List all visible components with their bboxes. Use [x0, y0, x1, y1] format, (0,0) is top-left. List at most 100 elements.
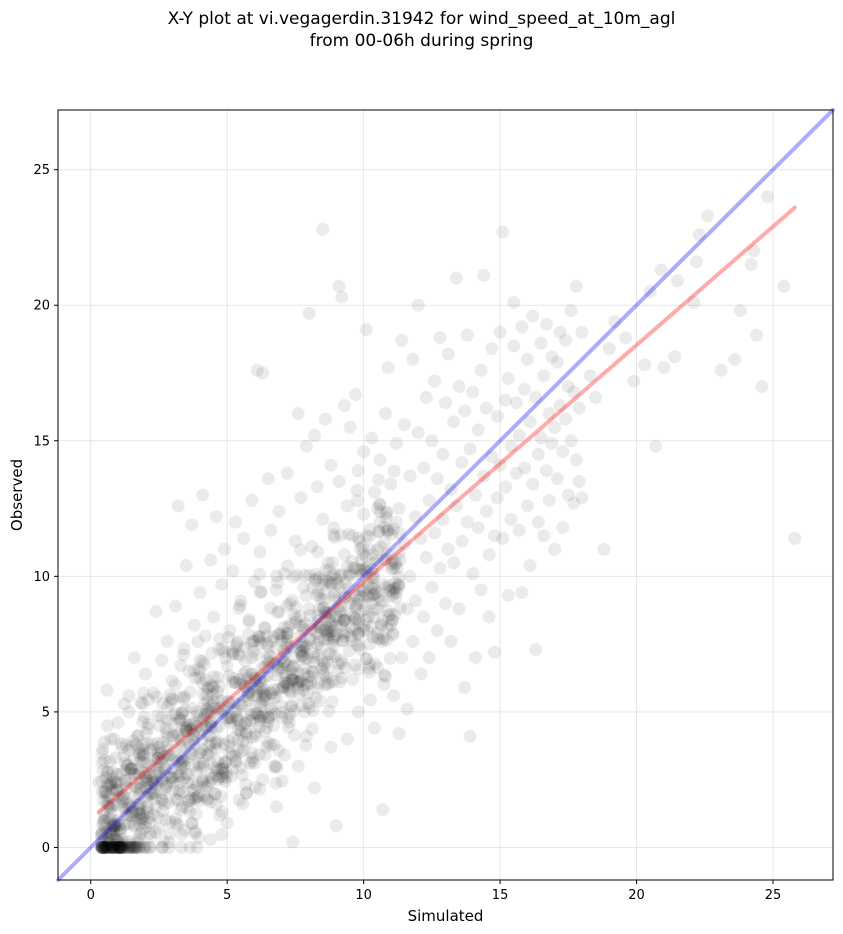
- scatter-point: [690, 255, 704, 269]
- scatter-point: [112, 840, 126, 854]
- scatter-point: [211, 772, 225, 786]
- scatter-point: [243, 713, 257, 727]
- scatter-point: [250, 706, 264, 720]
- scatter-point: [361, 624, 375, 638]
- scatter-point: [449, 271, 463, 285]
- scatter-point: [157, 749, 171, 763]
- scatter-point: [295, 649, 309, 663]
- scatter-point: [355, 604, 369, 618]
- scatter-point: [231, 702, 245, 716]
- scatter-point: [321, 632, 335, 646]
- scatter-point: [261, 669, 275, 683]
- scatter-point: [261, 660, 275, 674]
- scatter-point: [113, 840, 127, 854]
- scatter-point: [360, 529, 374, 543]
- scatter-point: [208, 736, 222, 750]
- scatter-point: [368, 485, 382, 499]
- scatter-point: [460, 515, 474, 529]
- scatter-point: [190, 765, 204, 779]
- scatter-point: [263, 650, 277, 664]
- scatter-point: [119, 737, 133, 751]
- scatter-point: [328, 567, 342, 581]
- scatter-point: [220, 659, 234, 673]
- scatter-point: [447, 556, 461, 570]
- scatter-point: [106, 798, 120, 812]
- scatter-point: [204, 715, 218, 729]
- scatter-point: [174, 658, 188, 672]
- scatter-point: [534, 336, 548, 350]
- scatter-point: [107, 833, 121, 847]
- scatter-point: [361, 577, 375, 591]
- scatter-point: [238, 680, 252, 694]
- scatter-point: [213, 808, 227, 822]
- scatter-point: [335, 634, 349, 648]
- scatter-point: [254, 699, 268, 713]
- scatter-point: [142, 816, 156, 830]
- scatter-point: [353, 542, 367, 556]
- scatter-point: [108, 775, 122, 789]
- scatter-point: [148, 825, 162, 839]
- scatter-point: [233, 722, 247, 736]
- scatter-point: [229, 755, 243, 769]
- scatter-point: [285, 667, 299, 681]
- scatter-point: [108, 816, 122, 830]
- scatter-point: [531, 447, 545, 461]
- scatter-point: [297, 640, 311, 654]
- scatter-point: [123, 840, 137, 854]
- scatter-point: [133, 797, 147, 811]
- scatter-point: [406, 352, 420, 366]
- scatter-point: [97, 840, 111, 854]
- scatter-point: [328, 650, 342, 664]
- scatter-point: [337, 629, 351, 643]
- scatter-point: [197, 697, 211, 711]
- scatter-point: [255, 660, 269, 674]
- scatter-point: [318, 624, 332, 638]
- scatter-point: [501, 371, 515, 385]
- scatter-point: [108, 751, 122, 765]
- scatter-point: [526, 477, 540, 491]
- scatter-point: [151, 751, 165, 765]
- scatter-point: [106, 823, 120, 837]
- scatter-point: [175, 761, 189, 775]
- scatter-point: [360, 589, 374, 603]
- scatter-point: [324, 577, 338, 591]
- scatter-point: [289, 600, 303, 614]
- scatter-point: [280, 599, 294, 613]
- scatter-point: [127, 767, 141, 781]
- scatter-point: [287, 651, 301, 665]
- scatter-point: [188, 783, 202, 797]
- scatter-point: [692, 228, 706, 242]
- scatter-point: [141, 789, 155, 803]
- scatter-point: [125, 800, 139, 814]
- scatter-point: [106, 840, 120, 854]
- scatter-point: [392, 546, 406, 560]
- scatter-point: [180, 800, 194, 814]
- scatter-point: [157, 762, 171, 776]
- scatter-point: [227, 647, 241, 661]
- scatter-point: [322, 628, 336, 642]
- scatter-point: [101, 812, 115, 826]
- x-tick-label: 25: [765, 888, 782, 903]
- scatter-point: [120, 808, 134, 822]
- scatter-point: [236, 734, 250, 748]
- scatter-point: [597, 542, 611, 556]
- scatter-point: [252, 631, 266, 645]
- scatter-point: [227, 671, 241, 685]
- scatter-point: [188, 826, 202, 840]
- scatter-point: [125, 805, 139, 819]
- scatter-point: [342, 566, 356, 580]
- scatter-point: [357, 623, 371, 637]
- scatter-point: [153, 766, 167, 780]
- scatter-point: [197, 789, 211, 803]
- scatter-point: [99, 840, 113, 854]
- scatter-point: [173, 740, 187, 754]
- scatter-point: [101, 765, 115, 779]
- scatter-point: [348, 613, 362, 627]
- scatter-point: [297, 667, 311, 681]
- scatter-point: [133, 840, 147, 854]
- scatter-point: [301, 687, 315, 701]
- scatter-point: [139, 770, 153, 784]
- scatter-point: [253, 671, 267, 685]
- scatter-point: [277, 681, 291, 695]
- scatter-point: [144, 743, 158, 757]
